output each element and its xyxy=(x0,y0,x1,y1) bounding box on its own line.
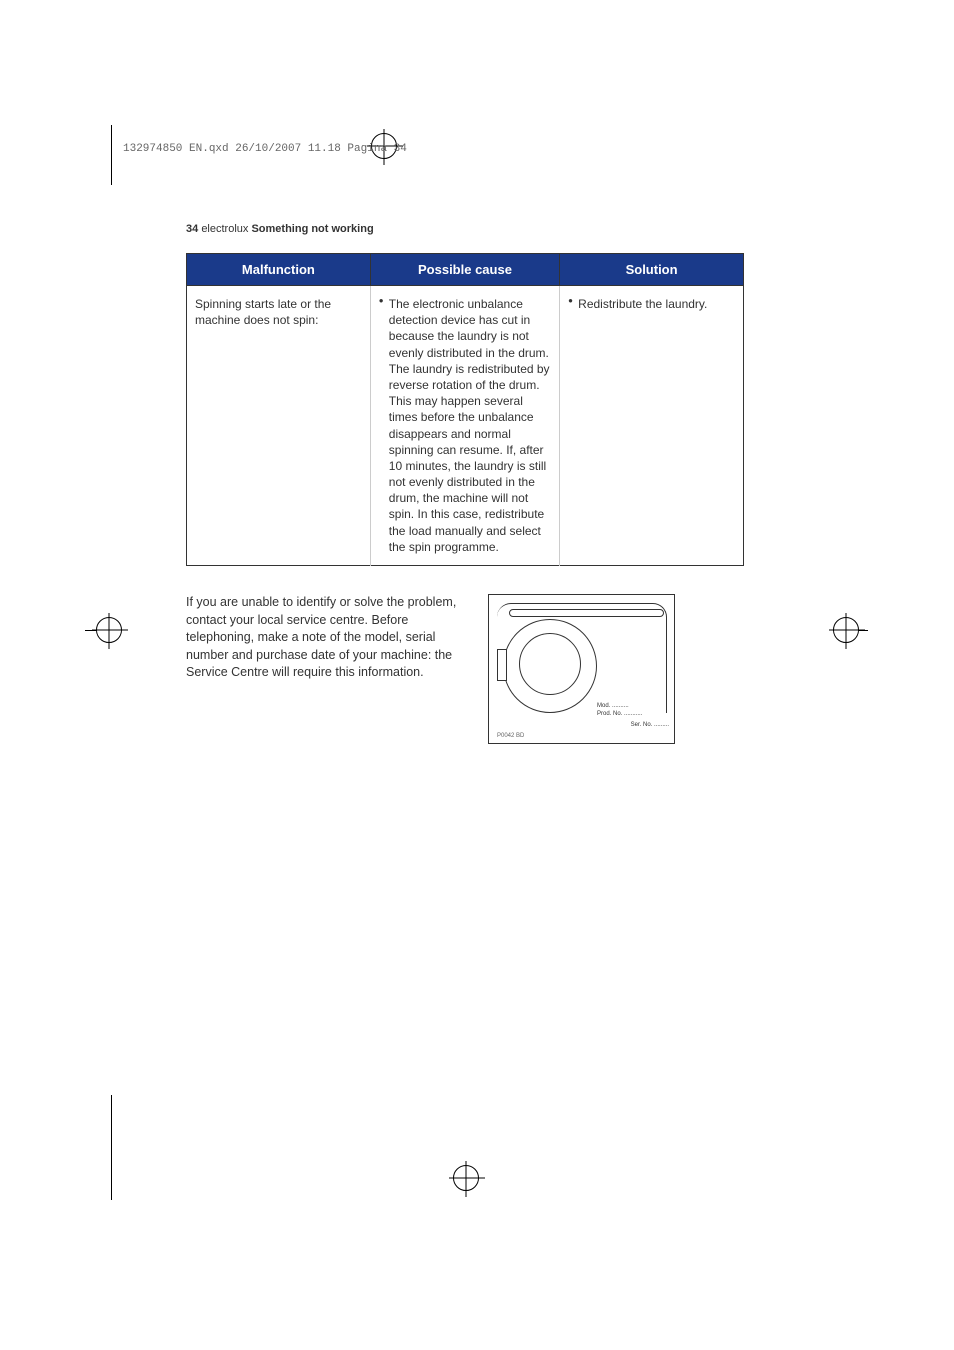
washer-door-inner xyxy=(519,633,581,695)
print-header: 132974850 EN.qxd 26/10/2007 11.18 Pagina… xyxy=(123,143,407,155)
washer-diagram: Mod. .......... Prod. No. ........... Se… xyxy=(488,594,675,744)
washer-top-panel xyxy=(509,609,664,617)
diagram-code: P0042 BD xyxy=(497,733,524,739)
table-header-solution: Solution xyxy=(560,254,744,286)
page-content: 34 electrolux Something not working Malf… xyxy=(186,223,744,744)
crop-mark xyxy=(111,125,112,185)
below-section: If you are unable to identify or solve t… xyxy=(186,594,744,744)
mod-label: Mod. .......... xyxy=(597,703,669,711)
cause-cell: The electronic unbalance detection devic… xyxy=(370,286,559,566)
table-row: Spinning starts late or the machine does… xyxy=(187,286,744,566)
section-title: Something not working xyxy=(251,223,373,235)
rating-plate: Mod. .......... Prod. No. ........... Se… xyxy=(597,703,669,737)
help-text: If you are unable to identify or solve t… xyxy=(186,594,458,744)
page-number: 34 xyxy=(186,223,198,235)
table-header-malfunction: Malfunction xyxy=(187,254,371,286)
prod-label: Prod. No. ........... xyxy=(597,711,669,719)
brand-name: electrolux xyxy=(201,223,248,235)
table-header-cause: Possible cause xyxy=(370,254,559,286)
solution-cell: Redistribute the laundry. xyxy=(560,286,744,566)
malfunction-cell: Spinning starts late or the machine does… xyxy=(187,286,371,566)
solution-text: Redistribute the laundry. xyxy=(568,296,735,312)
washer-door-hinge xyxy=(497,649,507,681)
crop-mark xyxy=(111,1095,112,1200)
troubleshooting-table: Malfunction Possible cause Solution Spin… xyxy=(186,253,744,566)
cause-text: The electronic unbalance detection devic… xyxy=(379,296,551,555)
page-header: 34 electrolux Something not working xyxy=(186,223,744,235)
ser-label: Ser. No. ......... xyxy=(597,722,669,730)
